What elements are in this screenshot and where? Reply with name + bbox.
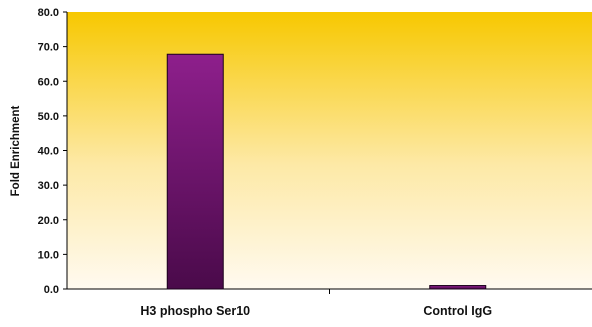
bars	[166, 53, 487, 290]
y-tick-label: 70.0	[38, 42, 59, 54]
x-category-label: H3 phospho Ser10	[140, 304, 250, 318]
y-axis: 0.0 10.0 20.0 30.0 40.0 50.0 60.0 70.0 80.0	[38, 7, 68, 296]
y-tick-label: 40.0	[38, 146, 59, 158]
y-tick-label: 80.0	[38, 7, 59, 19]
y-tick-label: 30.0	[38, 180, 59, 192]
y-axis-title: Fold Enrichment	[10, 105, 22, 196]
y-tick-label: 10.0	[38, 249, 59, 261]
plot-area-background	[67, 12, 592, 289]
bar	[166, 53, 224, 290]
y-tick-label: 0.0	[44, 284, 59, 296]
x-axis: H3 phospho Ser10 Control IgG	[67, 288, 592, 318]
y-tick-label: 60.0	[38, 76, 59, 88]
x-category-label: Control IgG	[423, 304, 492, 318]
bar	[429, 285, 487, 290]
y-tick-label: 20.0	[38, 215, 59, 227]
y-tick-label: 50.0	[38, 111, 59, 123]
